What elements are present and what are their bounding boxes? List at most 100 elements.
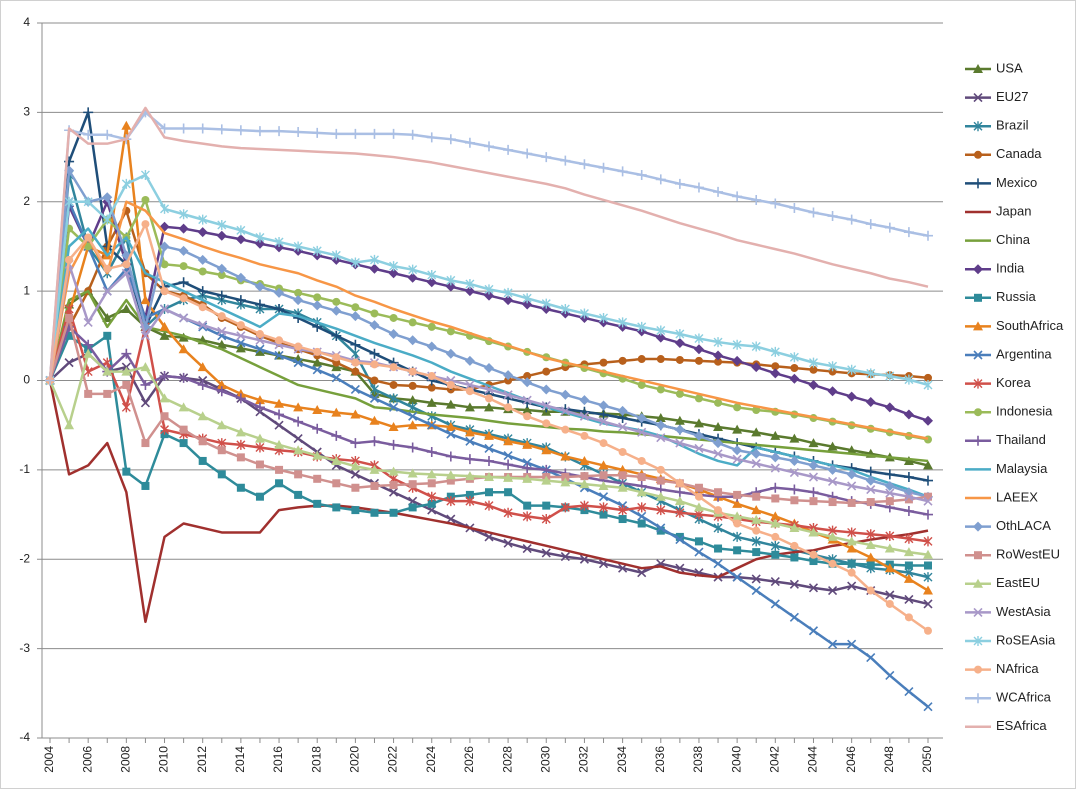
data-point (904, 495, 913, 504)
data-point (160, 287, 169, 296)
data-point (789, 352, 799, 363)
data-point (636, 169, 647, 180)
data-point (293, 358, 303, 368)
data-point (560, 451, 571, 461)
data-point (121, 120, 132, 130)
data-point (293, 445, 304, 455)
data-point (65, 313, 74, 322)
data-point (789, 455, 800, 466)
data-point (771, 532, 780, 541)
data-point (294, 490, 303, 499)
data-point (771, 362, 780, 371)
series-line (48, 106, 929, 381)
data-point (140, 295, 151, 305)
data-point (217, 219, 227, 230)
data-point (599, 502, 609, 513)
x-tick-label: 2044 (806, 746, 820, 773)
data-point (331, 407, 342, 417)
data-point (522, 473, 533, 483)
data-point (216, 420, 227, 430)
x-tick-label: 2014 (233, 746, 247, 773)
legend-label: China (996, 232, 1031, 247)
data-point (141, 439, 150, 448)
data-point (828, 559, 837, 568)
data-point (332, 353, 341, 362)
plot-area (45, 106, 933, 712)
data-point (331, 250, 341, 261)
data-point (121, 304, 132, 313)
data-point (522, 543, 532, 554)
data-point (733, 403, 742, 412)
data-point (178, 245, 189, 256)
legend-marker (973, 607, 983, 617)
data-point (924, 492, 932, 501)
data-point (637, 427, 647, 437)
data-point (159, 330, 170, 340)
data-point (140, 169, 150, 180)
data-point (904, 686, 914, 697)
data-point (713, 350, 724, 361)
data-point (541, 445, 552, 455)
data-point (904, 613, 913, 622)
data-point (580, 472, 589, 481)
data-point (618, 515, 627, 524)
data-point (351, 303, 360, 312)
data-point (294, 342, 303, 351)
data-point (790, 496, 799, 505)
legend-label: Korea (996, 375, 1031, 390)
data-point (408, 411, 418, 421)
data-point (351, 358, 360, 367)
data-point (522, 458, 532, 468)
series-line (48, 200, 929, 440)
data-point (236, 439, 246, 450)
data-point (675, 507, 685, 518)
series-line (48, 380, 929, 624)
data-point (789, 522, 800, 532)
data-point (197, 123, 208, 134)
axes: -4 -3 -2 -1 0 1 2 3 4 2004 2006 2008 2010 2012 2014 201… (19, 15, 943, 773)
data-point (103, 331, 112, 340)
data-point (675, 479, 684, 488)
data-point (236, 321, 245, 330)
data-point (618, 448, 627, 456)
legend-marker (973, 64, 983, 73)
data-point (504, 403, 513, 412)
x-tick-label: 2004 (42, 746, 56, 773)
data-point (178, 344, 189, 354)
data-point (427, 383, 436, 392)
data-point (178, 277, 189, 288)
data-point (160, 412, 169, 421)
data-point (865, 466, 876, 477)
data-point (541, 298, 551, 309)
legend-marker (973, 521, 983, 532)
data-point (866, 484, 876, 495)
data-point (370, 376, 379, 385)
data-point (656, 523, 666, 533)
data-point (216, 339, 227, 349)
data-point (255, 442, 265, 453)
data-point (827, 639, 838, 649)
data-point (64, 304, 74, 314)
data-point (65, 331, 74, 340)
data-point (752, 548, 761, 557)
x-tick-label: 2048 (882, 746, 896, 773)
data-point (445, 470, 456, 480)
data-point (159, 321, 170, 331)
data-point (235, 393, 246, 404)
data-point (923, 509, 933, 520)
legend-label: NAfrica (996, 661, 1039, 676)
data-point (808, 357, 818, 368)
data-point (733, 546, 742, 555)
data-point (389, 363, 398, 372)
data-point (426, 397, 437, 407)
data-point (885, 670, 895, 681)
data-point (254, 433, 265, 443)
data-point (293, 402, 304, 412)
data-point (903, 227, 914, 238)
data-point (904, 374, 914, 385)
data-point (141, 220, 150, 229)
data-point (464, 471, 475, 481)
data-point (351, 367, 360, 376)
data-point (618, 422, 628, 432)
data-point (541, 400, 551, 411)
